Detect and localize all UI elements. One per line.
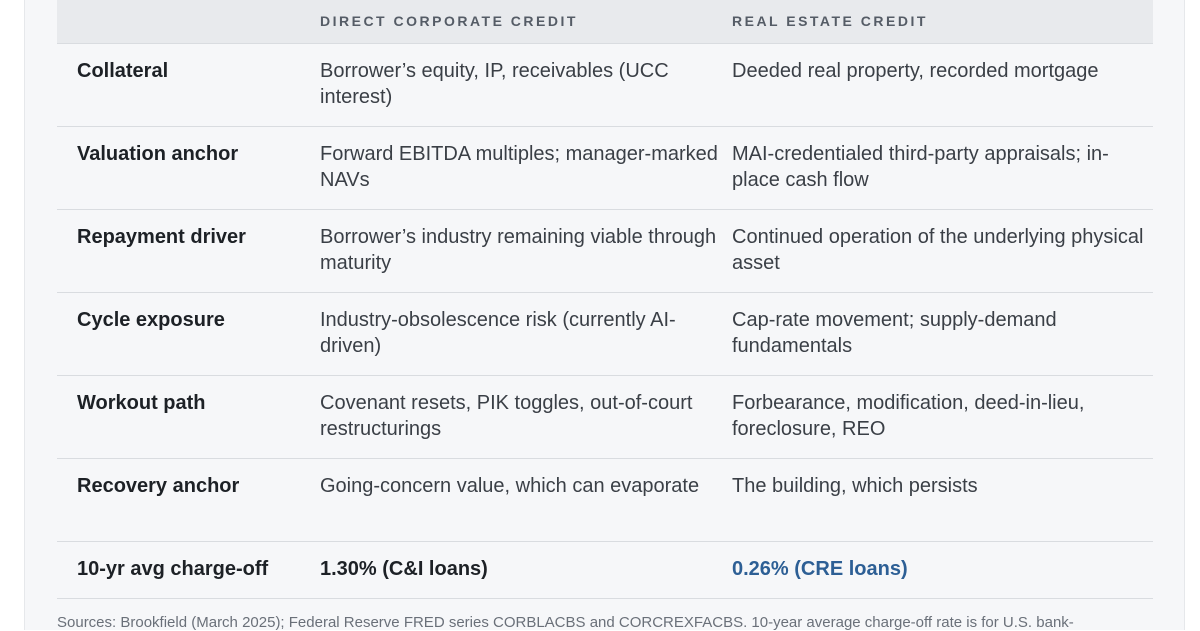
header-row: DIRECT CORPORATE CREDIT REAL ESTATE CRED… (57, 0, 1153, 44)
cell: Borrower’s equity, IP, receivables (UCC … (320, 43, 732, 127)
row-label: Repayment driver (57, 209, 320, 293)
cell: The building, which persists (732, 458, 1153, 542)
table-row: Recovery anchor Going-concern value, whic… (57, 458, 1153, 542)
row-label: Recovery anchor (57, 458, 320, 542)
comparison-table: DIRECT CORPORATE CREDIT REAL ESTATE CRED… (57, 0, 1153, 616)
table-row: Repayment driver Borrower’s industry rema… (57, 209, 1153, 293)
table-row: Valuation anchor Forward EBITDA multiples… (57, 126, 1153, 210)
cell: Cap-rate movement; supply-demand fundame… (732, 292, 1153, 376)
row-label: Workout path (57, 375, 320, 459)
row-label: Valuation anchor (57, 126, 320, 210)
table-row: 10-yr avg charge-off 1.30% (C&I loans) 0.2… (57, 541, 1153, 616)
cell: MAI-credentialed third-party appraisals;… (732, 126, 1153, 210)
table-row: Cycle exposure Industry-obsolescence risk… (57, 292, 1153, 376)
header-cell: DIRECT CORPORATE CREDIT (320, 0, 732, 44)
table-body: Collateral Borrower’s equity, IP, receiva… (57, 43, 1153, 616)
row-label: 10-yr avg charge-off (57, 541, 320, 616)
cell: Forward EBITDA multiples; manager-marked… (320, 126, 732, 210)
cell: Borrower’s industry remaining viable thr… (320, 209, 732, 293)
cell: 1.30% (C&I loans) (320, 541, 732, 616)
table-row: Workout path Covenant resets, PIK toggles… (57, 375, 1153, 459)
sources-note: Sources: Brookfield (March 2025); Federa… (57, 598, 1153, 631)
cell: Covenant resets, PIK toggles, out-of-cou… (320, 375, 732, 459)
cell: Forbearance, modification, deed-in-lieu,… (732, 375, 1153, 459)
cell: Going-concern value, which can evaporate (320, 458, 732, 542)
cell: Continued operation of the underlying ph… (732, 209, 1153, 293)
header-cell: REAL ESTATE CREDIT (732, 0, 1153, 44)
row-label: Collateral (57, 43, 320, 127)
cell: Deeded real property, recorded mortgage (732, 43, 1153, 127)
header-cell (57, 0, 320, 44)
card: DIRECT CORPORATE CREDIT REAL ESTATE CRED… (24, 0, 1185, 631)
cell: 0.26% (CRE loans) (732, 541, 1153, 616)
table-row: Collateral Borrower’s equity, IP, receiva… (57, 43, 1153, 127)
row-label: Cycle exposure (57, 292, 320, 376)
cell: Industry-obsolescence risk (currently AI… (320, 292, 732, 376)
